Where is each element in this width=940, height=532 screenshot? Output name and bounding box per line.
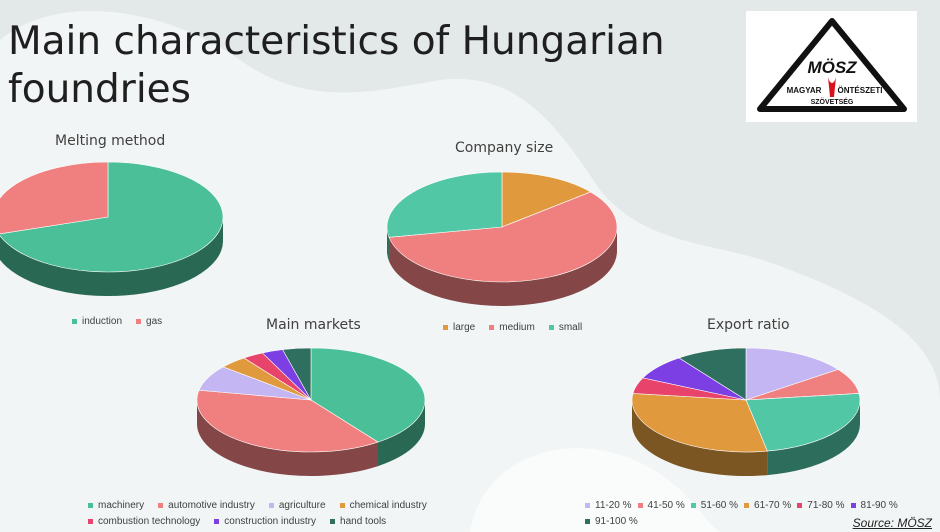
legend-swatch [797,503,803,508]
legend-label: 41-50 % [647,500,685,511]
pie-side-51-60- [767,400,860,476]
legend-item: 11-20 % [585,500,632,511]
legend-label: 81-90 % [860,500,898,511]
pie-slice-small [386,171,503,238]
legend-label: 51-60 % [700,500,739,511]
legend-item: automotive industry [158,500,255,511]
legend-swatch [443,325,448,330]
pie-slice-51-60- [745,393,861,452]
pie-side-small [387,227,390,262]
legend-label: 71-80 % [807,500,845,511]
legend-item: chemical industry [339,500,427,511]
pie-chart-export-ratio [631,347,861,476]
legend-swatch [214,519,220,524]
pie-slice-11-20- [745,347,839,401]
legend-item: hand tools [330,516,386,527]
legend-swatch [585,519,590,524]
pie-slice-gas [0,161,109,235]
pie-slice-machinery [310,347,426,443]
pie-chart-main-markets [196,347,426,476]
legend-label: small [558,322,583,333]
legend-label: large [453,322,476,333]
legend-item: medium [489,322,535,333]
legend-item: 51-60 % [690,500,739,511]
source-note: Source: MÖSZ [852,516,932,530]
logo-graphic: MÖSZ MAGYAR ÖNTÉSZETI SZÖVETSÉG [757,18,907,112]
legend-swatch [268,503,274,508]
legend-export-ratio: 11-20 % 41-50 % 51-60 % 61-70 % 71-80 % 81-90… [585,500,925,527]
legend-item: 91-100 % [585,516,638,527]
chart-title-markets: Main markets [266,317,361,333]
legend-label: chemical industry [349,500,427,511]
pie-slice-induction [0,161,224,273]
legend-item: induction [72,316,122,327]
legend-swatch [136,319,142,324]
legend-item: large [443,322,475,333]
background-blob [470,448,720,532]
legend-item: 71-80 % [797,500,845,511]
legend-label: combustion technology [98,516,201,527]
pie-slice-medium [388,191,618,283]
page-title: Main characteristics of Hungarian foundr… [8,19,665,112]
pie-slice-automotive-industry [196,389,379,453]
legend-swatch [72,319,77,324]
legend-label: agriculture [278,500,326,511]
legend-item: machinery [88,500,144,511]
legend-label: automotive industry [168,500,255,511]
legend-item: 41-50 % [637,500,685,511]
legend-item: small [548,322,583,333]
pie-side-induction [0,217,223,296]
legend-swatch [744,503,750,508]
logo-text: SZÖVETSÉG [811,97,854,106]
logo-text: MAGYAR [787,86,822,95]
legend-swatch [489,325,495,330]
pie-chart-company-size [386,171,618,306]
chart-title-melting: Melting method [55,133,166,149]
legend-item: agriculture [268,500,326,511]
legend-swatch [637,503,643,508]
legend-swatch [585,503,590,508]
legend-label: hand tools [340,516,387,527]
logo-text: ÖNTÉSZETI [838,86,883,95]
legend-melting-method: induction gas [72,316,232,327]
pie-chart-melting-method [0,161,224,296]
chart-title-size: Company size [455,140,554,156]
legend-label: 61-70 % [754,500,792,511]
legend-swatch [339,503,345,508]
legend-label: 91-100 % [595,516,638,527]
legend-swatch [88,519,93,524]
legend-swatch [330,519,336,524]
legend-swatch [548,325,554,330]
legend-swatch [690,503,696,508]
legend-item: construction industry [214,516,316,527]
legend-swatch [850,503,856,508]
logo-text: MÖSZ [807,58,857,77]
legend-label: induction [82,316,123,327]
pie-slice-hand-tools [282,347,312,402]
pie-side-medium [389,227,617,306]
legend-label: construction industry [224,516,317,527]
pie-slice-large [501,171,592,228]
legend-label: 11-20 % [595,500,632,511]
pie-side-61-70- [632,400,768,476]
legend-label: machinery [98,500,145,511]
chart-title-export: Export ratio [707,317,790,333]
legend-swatch [88,503,93,508]
legend-swatch [158,503,164,508]
pie-slice-61-70- [631,393,768,453]
pie-side-machinery [378,400,425,467]
legend-main-markets: machinery automotive industry agriculture c… [88,500,538,527]
pie-side-automotive-industry [197,400,379,476]
legend-label: gas [146,316,163,327]
legend-item: combustion technology [88,516,200,527]
legend-company-size: large medium small [443,322,643,333]
legend-item: 61-70 % [744,500,791,511]
logo: MÖSZ MAGYAR ÖNTÉSZETI SZÖVETSÉG [746,11,917,122]
legend-item: gas [136,316,162,327]
legend-label: medium [499,322,535,333]
pie-slice-91-100- [678,347,747,401]
legend-item: 81-90 % [850,500,898,511]
